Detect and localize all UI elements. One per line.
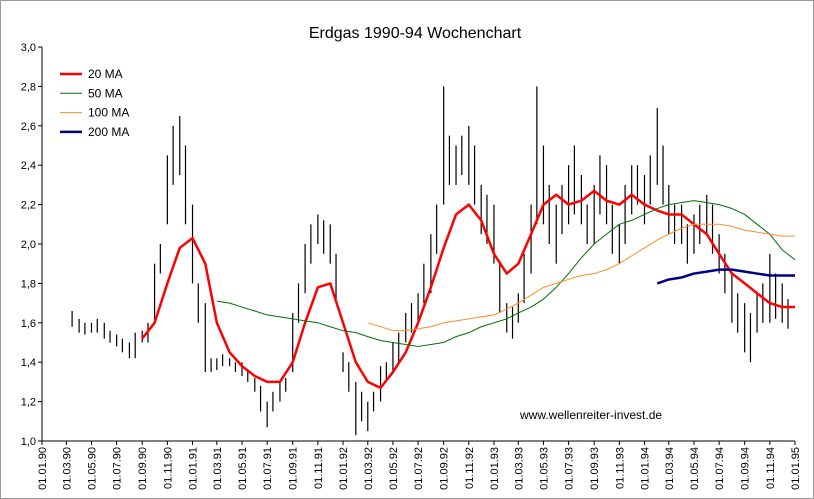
x-tick-label: 01.01.95 xyxy=(790,447,802,490)
x-tick-label: 01.09.90 xyxy=(137,447,149,490)
y-tick-label: 2,4 xyxy=(21,160,36,172)
x-tick-label: 01.01.94 xyxy=(639,447,651,490)
x-tick-label: 01.09.94 xyxy=(740,447,752,490)
x-tick-label: 01.11.94 xyxy=(765,447,777,489)
y-tick-label: 1,2 xyxy=(21,397,36,409)
x-tick-label: 01.03.93 xyxy=(513,447,525,490)
y-tick-label: 1,0 xyxy=(21,436,36,448)
y-tick-label: 1,8 xyxy=(21,278,36,290)
ma-line xyxy=(141,189,795,390)
x-tick-label: 01.07.93 xyxy=(564,447,576,490)
x-tick-label: 01.03.91 xyxy=(212,447,224,490)
x-tick-label: 01.01.91 xyxy=(188,447,200,490)
x-tick-label: 01.03.90 xyxy=(61,447,73,490)
y-tick-label: 2,6 xyxy=(21,121,36,133)
legend-label: 20 MA xyxy=(88,67,123,81)
y-tick-label: 1,6 xyxy=(21,318,36,330)
x-tick-label: 01.07.91 xyxy=(262,447,274,490)
y-tick-label: 2,8 xyxy=(21,81,36,93)
x-tick-label: 01.05.92 xyxy=(388,447,400,490)
x-tick-label: 01.07.92 xyxy=(413,447,425,490)
legend-label: 50 MA xyxy=(88,86,123,100)
x-tick-label: 01.11.90 xyxy=(162,447,174,489)
x-tick-label: 01.07.94 xyxy=(714,447,726,490)
y-tick-label: 2,0 xyxy=(21,239,36,251)
legend-label: 100 MA xyxy=(88,106,129,120)
y-tick-label: 1,4 xyxy=(21,357,36,369)
x-tick-label: 01.11.93 xyxy=(614,447,626,489)
x-tick-label: 01.05.94 xyxy=(689,447,701,490)
x-tick-label: 01.01.90 xyxy=(37,447,49,490)
x-tick-label: 01.05.93 xyxy=(538,447,550,490)
chart-title: Erdgas 1990-94 Wochenchart xyxy=(309,25,522,42)
x-tick-label: 01.11.92 xyxy=(464,447,476,489)
x-tick-label: 01.01.92 xyxy=(338,447,350,490)
x-tick-label: 01.01.93 xyxy=(489,447,501,490)
x-tick-label: 01.05.91 xyxy=(237,447,249,490)
x-tick-label: 01.09.92 xyxy=(439,447,451,490)
ma-line xyxy=(216,200,796,347)
x-tick-label: 01.07.90 xyxy=(112,447,124,490)
y-tick-label: 2,2 xyxy=(21,200,36,212)
y-tick-label: 3,0 xyxy=(21,42,36,54)
x-tick-label: 01.11.91 xyxy=(313,447,325,489)
x-tick-label: 01.09.93 xyxy=(589,447,601,490)
x-tick-label: 01.03.94 xyxy=(664,447,676,490)
x-tick-label: 01.09.91 xyxy=(288,447,300,490)
ma-line xyxy=(656,268,795,285)
x-tick-label: 01.03.92 xyxy=(363,447,375,490)
watermark: www.wellenreiter-invest.de xyxy=(519,408,662,422)
ma-line xyxy=(367,223,795,332)
legend-label: 200 MA xyxy=(88,125,129,139)
x-tick-label: 01.05.90 xyxy=(86,447,98,490)
